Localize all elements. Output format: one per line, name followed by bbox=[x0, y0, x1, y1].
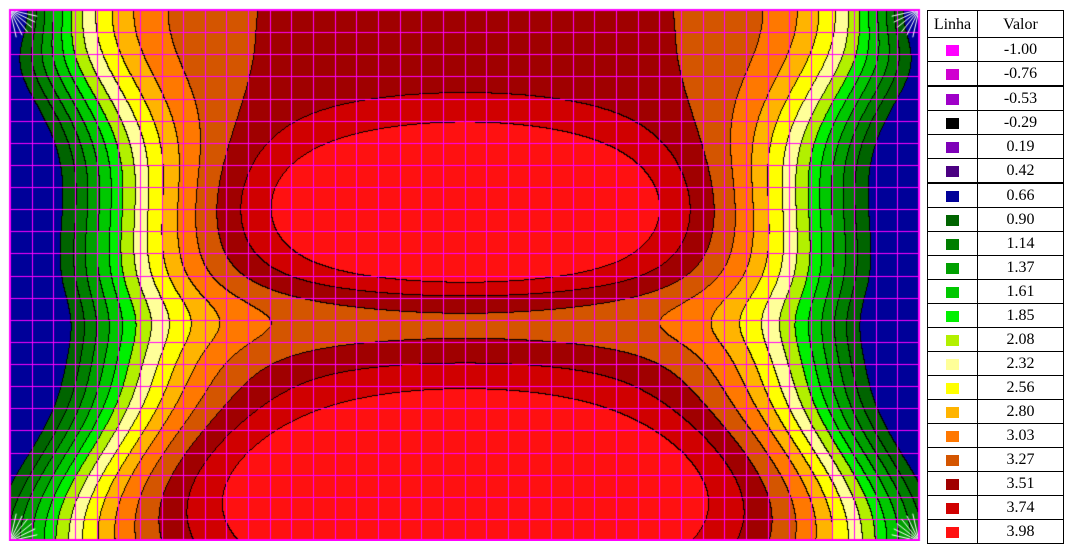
legend-swatch bbox=[946, 334, 959, 346]
legend-row: 1.61 bbox=[927, 279, 1064, 304]
legend-swatch-cell bbox=[927, 303, 978, 328]
legend-swatch-cell bbox=[927, 375, 978, 400]
legend-row: 2.56 bbox=[927, 375, 1064, 400]
legend-row: 0.19 bbox=[927, 134, 1064, 159]
legend-value: 1.85 bbox=[977, 303, 1064, 328]
legend-swatch bbox=[946, 286, 959, 298]
legend-row: 1.37 bbox=[927, 255, 1064, 280]
contour-plot bbox=[0, 0, 922, 541]
legend-swatch bbox=[946, 141, 959, 153]
legend-row: 3.27 bbox=[927, 447, 1064, 472]
legend-swatch-cell bbox=[927, 255, 978, 280]
legend-header-line: Linha bbox=[927, 10, 978, 38]
legend-header-value: Valor bbox=[977, 10, 1064, 38]
legend-swatch bbox=[946, 310, 959, 322]
legend-value: -1.00 bbox=[977, 37, 1064, 62]
legend-row: 0.90 bbox=[927, 207, 1064, 232]
legend-swatch bbox=[946, 238, 959, 250]
legend-row: 2.08 bbox=[927, 327, 1064, 352]
legend-swatch-cell bbox=[927, 471, 978, 496]
legend-body: -1.00 -0.76 -0.53 -0.29 0.19 0.42 0.66 0.90 1.14… bbox=[927, 37, 1064, 544]
legend-value: 0.66 bbox=[977, 182, 1064, 208]
legend-swatch-cell bbox=[927, 158, 978, 184]
legend-swatch bbox=[946, 430, 959, 442]
legend-header-row: Linha Valor bbox=[927, 10, 1064, 38]
legend-row: 3.03 bbox=[927, 423, 1064, 448]
legend-swatch-cell bbox=[927, 447, 978, 472]
legend-row: 3.74 bbox=[927, 495, 1064, 520]
legend-value: 3.27 bbox=[977, 447, 1064, 472]
legend-value: 3.98 bbox=[977, 519, 1064, 544]
legend-swatch bbox=[946, 190, 959, 202]
legend-swatch-cell bbox=[927, 37, 978, 62]
legend-swatch bbox=[946, 454, 959, 466]
legend-row: 3.51 bbox=[927, 471, 1064, 496]
legend-swatch-cell bbox=[927, 399, 978, 424]
legend-table: Linha Valor -1.00 -0.76 -0.53 -0.29 0.19 0.42… bbox=[927, 10, 1064, 544]
legend-swatch bbox=[946, 44, 959, 56]
legend-swatch bbox=[946, 526, 959, 538]
legend-swatch bbox=[946, 502, 959, 514]
legend-row: 0.66 bbox=[927, 182, 1064, 208]
legend-swatch bbox=[946, 93, 959, 105]
legend-value: 3.03 bbox=[977, 423, 1064, 448]
legend-swatch-cell bbox=[927, 110, 978, 135]
legend-value: 2.08 bbox=[977, 327, 1064, 352]
legend-swatch-cell bbox=[927, 61, 978, 87]
legend-row: -1.00 bbox=[927, 37, 1064, 62]
legend-value: 2.56 bbox=[977, 375, 1064, 400]
legend-row: 1.85 bbox=[927, 303, 1064, 328]
legend-swatch bbox=[946, 406, 959, 418]
legend-row: 2.80 bbox=[927, 399, 1064, 424]
legend-swatch bbox=[946, 68, 959, 80]
legend-swatch-cell bbox=[927, 134, 978, 159]
legend-value: 2.80 bbox=[977, 399, 1064, 424]
legend-row: -0.76 bbox=[927, 61, 1064, 87]
legend-swatch bbox=[946, 358, 959, 370]
legend-swatch bbox=[946, 214, 959, 226]
legend-row: 0.42 bbox=[927, 158, 1064, 184]
legend-swatch-cell bbox=[927, 279, 978, 304]
legend-swatch bbox=[946, 117, 959, 129]
legend-row: 3.98 bbox=[927, 519, 1064, 544]
legend-value: 1.37 bbox=[977, 255, 1064, 280]
legend-value: 0.42 bbox=[977, 158, 1064, 184]
legend-value: 1.61 bbox=[977, 279, 1064, 304]
legend-swatch-cell bbox=[927, 207, 978, 232]
legend-value: 3.51 bbox=[977, 471, 1064, 496]
legend-swatch-cell bbox=[927, 231, 978, 256]
legend-swatch-cell bbox=[927, 423, 978, 448]
legend-value: 0.19 bbox=[977, 134, 1064, 159]
legend-row: 2.32 bbox=[927, 351, 1064, 376]
legend-value: 2.32 bbox=[977, 351, 1064, 376]
legend-value: 0.90 bbox=[977, 207, 1064, 232]
legend-value: 1.14 bbox=[977, 231, 1064, 256]
legend-row: -0.29 bbox=[927, 110, 1064, 135]
legend-value: -0.53 bbox=[977, 85, 1064, 111]
legend-row: 1.14 bbox=[927, 231, 1064, 256]
legend-swatch-cell bbox=[927, 495, 978, 520]
legend-row: -0.53 bbox=[927, 85, 1064, 111]
legend-swatch bbox=[946, 478, 959, 490]
legend-swatch bbox=[946, 382, 959, 394]
legend-value: 3.74 bbox=[977, 495, 1064, 520]
legend-value: -0.76 bbox=[977, 61, 1064, 87]
legend-swatch-cell bbox=[927, 519, 978, 544]
legend-swatch bbox=[946, 165, 959, 177]
legend-swatch-cell bbox=[927, 182, 978, 208]
legend-swatch-cell bbox=[927, 327, 978, 352]
legend-swatch-cell bbox=[927, 85, 978, 111]
legend-swatch-cell bbox=[927, 351, 978, 376]
legend-swatch bbox=[946, 262, 959, 274]
legend-value: -0.29 bbox=[977, 110, 1064, 135]
